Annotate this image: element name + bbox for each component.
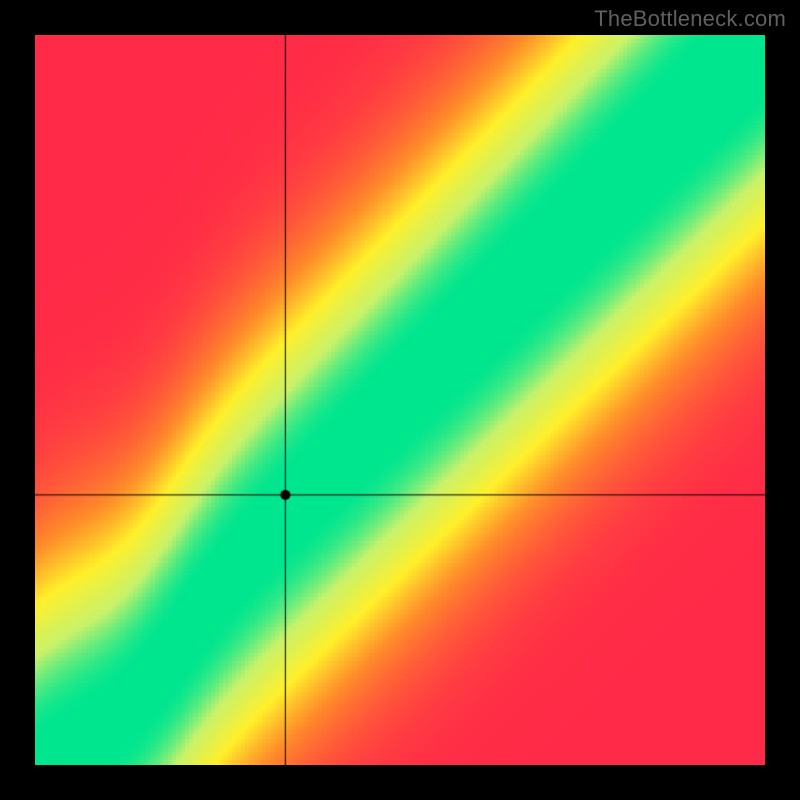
bottleneck-heatmap [35,35,765,765]
watermark-text: TheBottleneck.com [594,6,786,32]
chart-container: TheBottleneck.com [0,0,800,800]
